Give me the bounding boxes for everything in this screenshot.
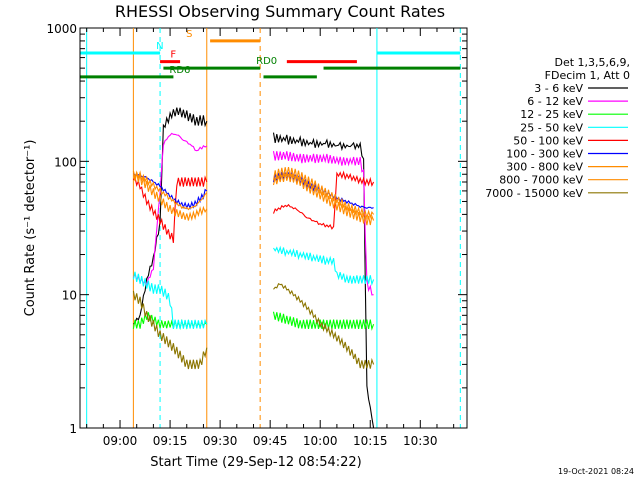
- y-tick-label-100: 100: [54, 155, 77, 169]
- x-tick-label-09-15: 09:15: [153, 434, 188, 448]
- flag-label-f: F: [170, 50, 176, 61]
- series-line-12-25-kev-part-2: [272, 311, 375, 331]
- series-line-3-6-kev-part-2: [272, 132, 375, 429]
- series-lines: [132, 107, 375, 429]
- generated-timestamp: 19-Oct-2021 08:24: [558, 467, 634, 476]
- x-tick-label-09-45: 09:45: [253, 434, 288, 448]
- legend-label-7000-15000-kev: 7000 - 15000 keV: [485, 187, 583, 200]
- axes: 09:00 09:15 09:30 09:45 10:00 10:15 10:30 1 10 10…: [46, 22, 467, 448]
- x-tick-label-10-00: 10:00: [303, 434, 338, 448]
- series-line-800-7000-kev-part-1: [132, 171, 208, 222]
- vertical-markers: [86, 28, 461, 428]
- legend-label-25-50-kev: 25 - 50 keV: [520, 121, 583, 134]
- y-tick-label-10: 10: [62, 289, 77, 303]
- chart-title: RHESSI Observing Summary Count Rates: [115, 2, 445, 21]
- series-line-300-800-kev-part-1: [132, 170, 208, 211]
- y-tick-label-1000: 1000: [46, 22, 77, 36]
- series-line-50-100-kev-part-1: [132, 175, 208, 243]
- x-tick-label-10-30: 10:30: [403, 434, 438, 448]
- legend-header-line-1: Det 1,3,5,6,9,: [554, 56, 630, 69]
- flag-label-n: N: [156, 41, 163, 52]
- legend-label-100-300-kev: 100 - 300 keV: [506, 148, 583, 161]
- legend-label-6-12-kev: 6 - 12 keV: [527, 95, 583, 108]
- series-line-800-7000-kev-part-2: [272, 173, 375, 226]
- series-line-7000-15000-kev-part-2: [273, 283, 375, 369]
- series-line-300-800-kev-part-2: [272, 166, 375, 220]
- series-line-3-6-kev-part-1: [133, 107, 208, 325]
- x-tick-label-09-00: 09:00: [103, 434, 138, 448]
- legend-label-50-100-kev: 50 - 100 keV: [513, 134, 583, 147]
- flag-bars: N SF RD0 RD6: [80, 29, 461, 79]
- x-tick-label-09-30: 09:30: [203, 434, 238, 448]
- legend-header-line-2: FDecim 1, Att 0: [545, 69, 630, 82]
- legend-label-800-7000-kev: 800 - 7000 keV: [499, 174, 583, 187]
- flag-label-rd0: RD0: [256, 56, 277, 67]
- x-axis-label: Start Time (29-Sep-12 08:54:22): [150, 455, 361, 470]
- y-tick-label-1: 1: [69, 422, 77, 436]
- series-line-25-50-kev-part-2: [273, 245, 375, 287]
- legend-label-3-6-kev: 3 - 6 keV: [534, 82, 583, 95]
- flag-label-rd6: RD6: [169, 65, 190, 76]
- flag-label-s: S: [186, 29, 192, 40]
- series-line-6-12-kev-part-2: [272, 151, 374, 296]
- y-axis-label: Count Rate (s⁻¹ detector⁻¹): [23, 140, 38, 317]
- x-tick-label-10-15: 10:15: [353, 434, 388, 448]
- series-line-7000-15000-kev-part-1: [132, 290, 208, 370]
- series-line-25-50-kev-part-1: [132, 271, 208, 330]
- legend-label-300-800-kev: 300 - 800 keV: [506, 161, 583, 174]
- legend-label-12-25-kev: 12 - 25 keV: [520, 108, 583, 121]
- legend: Det 1,3,5,6,9, FDecim 1, Att 0 3 - 6 keV…: [485, 56, 630, 200]
- series-line-50-100-kev-part-2: [272, 170, 375, 230]
